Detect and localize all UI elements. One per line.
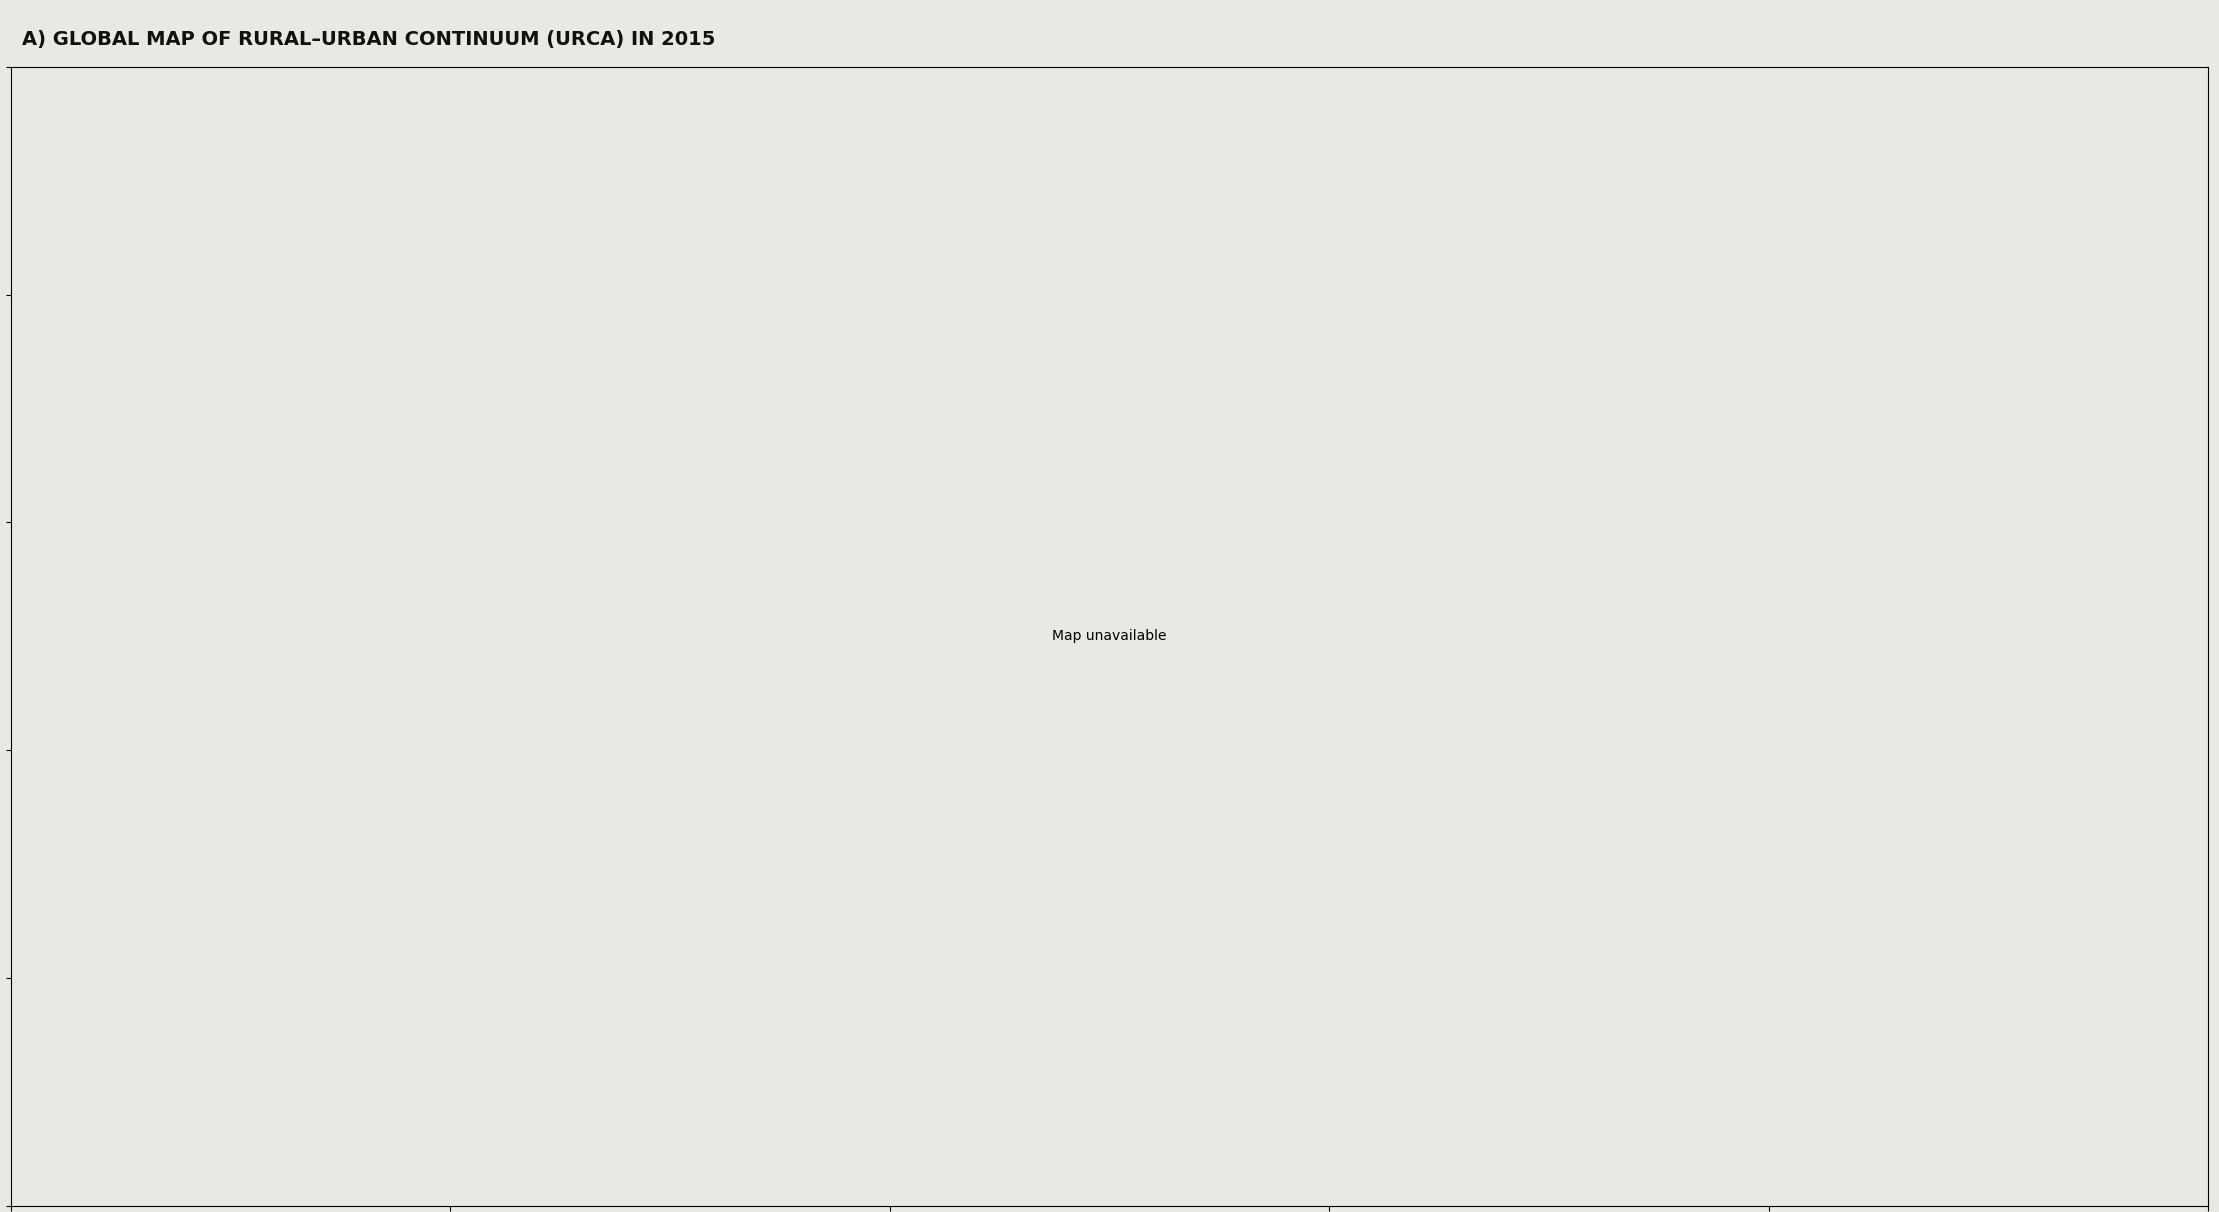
Text: A) GLOBAL MAP OF RURAL–URBAN CONTINUUM (URCA) IN 2015: A) GLOBAL MAP OF RURAL–URBAN CONTINUUM (… (22, 30, 715, 50)
Text: Map unavailable: Map unavailable (1052, 629, 1167, 644)
